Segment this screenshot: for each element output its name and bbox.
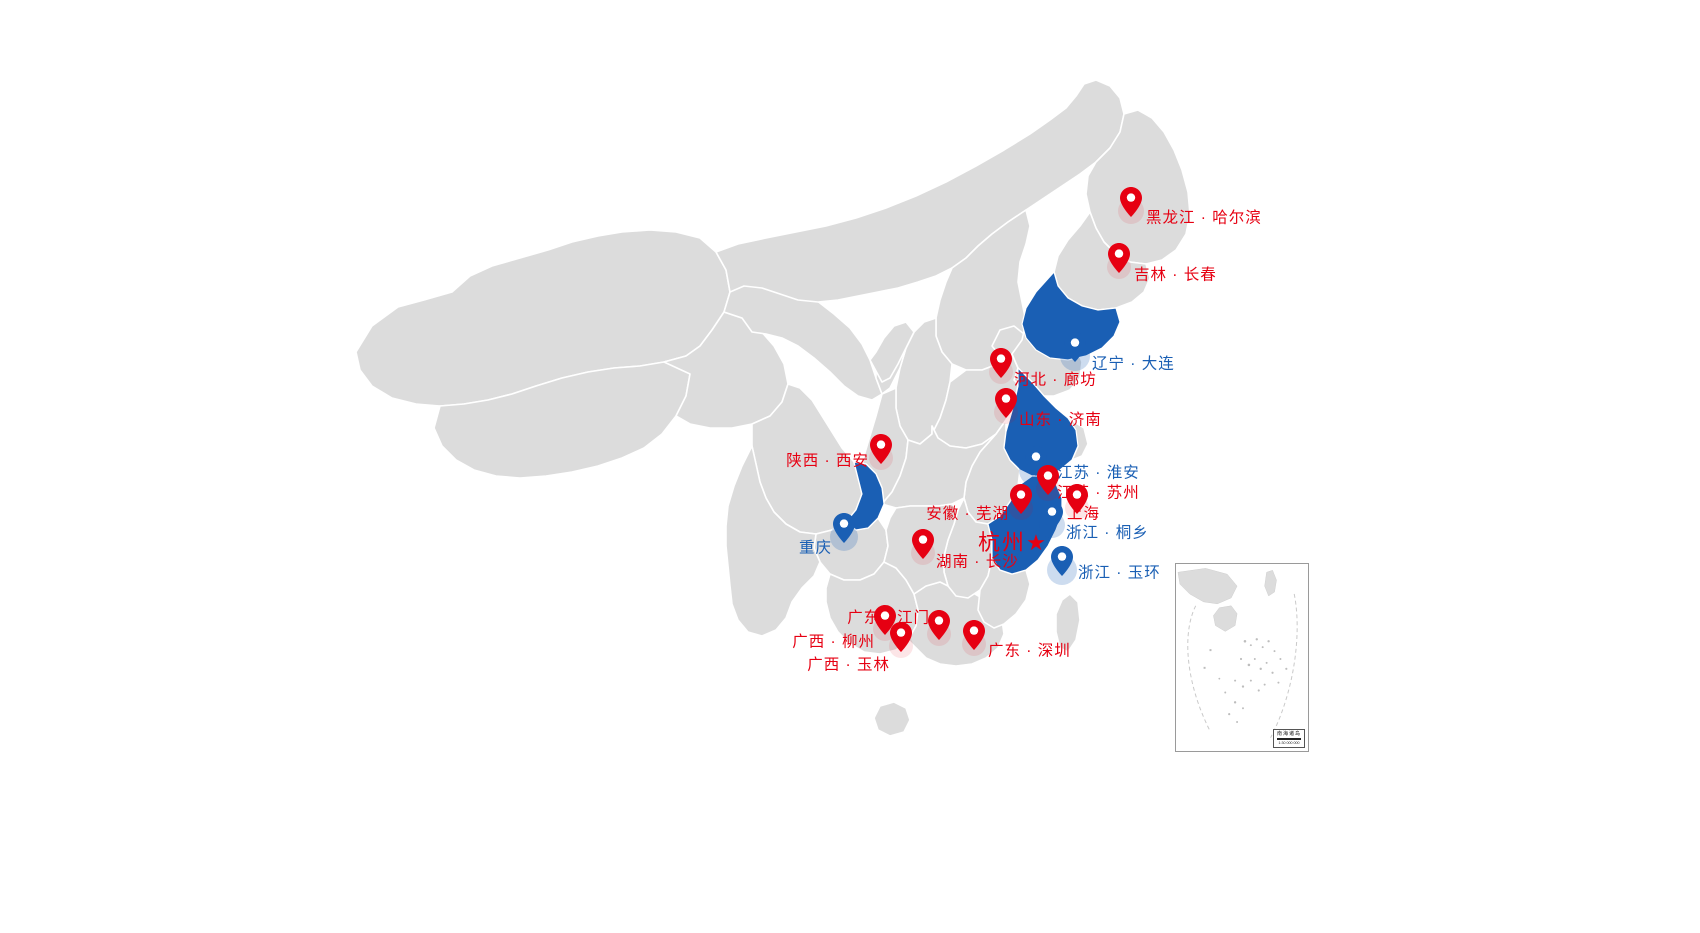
map-pin-dalian[interactable] xyxy=(1064,332,1086,362)
map-label-jinan[interactable]: 山东 · 济南 xyxy=(1019,411,1102,429)
map-pin-yuhuan[interactable] xyxy=(1051,546,1073,576)
inset-hainan xyxy=(1213,605,1238,632)
pin-icon xyxy=(1066,484,1088,514)
map-pin-harbin[interactable] xyxy=(1120,187,1142,217)
map-pin-tongxiang[interactable] xyxy=(1041,501,1063,531)
pin-icon xyxy=(1064,332,1086,362)
pin-icon xyxy=(912,529,934,559)
inset-scale-line xyxy=(1276,738,1301,740)
hangzhou-star-icon[interactable]: ★ xyxy=(1026,530,1046,555)
map-pin-jiangmen[interactable] xyxy=(928,610,950,640)
pin-icon xyxy=(890,622,912,652)
inset-islands xyxy=(1203,638,1288,724)
map-label-langfang[interactable]: 河北 · 廊坊 xyxy=(1014,371,1097,389)
pin-icon xyxy=(870,434,892,464)
map-label-dalian[interactable]: 辽宁 · 大连 xyxy=(1092,355,1175,373)
map-label-huaian[interactable]: 江苏 · 淮安 xyxy=(1057,464,1140,482)
map-label-tongxiang[interactable]: 浙江 · 桐乡 xyxy=(1066,524,1149,542)
map-pin-shenzhen[interactable] xyxy=(963,620,985,650)
map-label-yulin[interactable]: 广西 · 玉林 xyxy=(807,656,890,674)
map-pin-liuzhou[interactable] xyxy=(874,605,896,635)
chongqing-highlight xyxy=(845,461,885,531)
inset-scale-ratio: 1:30 000 000 xyxy=(1278,741,1300,745)
map-pin-changsha[interactable] xyxy=(912,529,934,559)
map-label-chongqing[interactable]: 重庆 xyxy=(798,539,832,557)
pin-icon xyxy=(1120,187,1142,217)
pin-icon xyxy=(833,513,855,543)
liaoning-highlight xyxy=(1021,270,1121,361)
jiangsu-highlight xyxy=(1003,366,1079,477)
map-label-changsha[interactable]: 湖南 · 长沙 xyxy=(936,553,1019,571)
map-label-shenzhen[interactable]: 广东 · 深圳 xyxy=(988,642,1071,660)
pin-icon xyxy=(1108,243,1130,273)
province-hainan xyxy=(873,701,911,737)
map-label-shanghai[interactable]: 上海 xyxy=(1067,505,1101,523)
map-pin-suzhou[interactable] xyxy=(1037,465,1059,495)
province-ningxia xyxy=(869,321,915,383)
map-pin-chongqing[interactable] xyxy=(833,513,855,543)
south-china-sea-inset: 南海诸岛 1:30 000 000 xyxy=(1175,563,1309,752)
pin-icon xyxy=(1051,546,1073,576)
pin-icon xyxy=(1041,501,1063,531)
inset-mainland xyxy=(1177,568,1238,605)
map-pin-jinan[interactable] xyxy=(995,388,1017,418)
map-label-changchun[interactable]: 吉林 · 长春 xyxy=(1134,266,1217,284)
pin-icon xyxy=(1037,465,1059,495)
hangzhou-label[interactable]: 杭州 xyxy=(977,530,1026,555)
pin-icon xyxy=(874,605,896,635)
inset-boundary-dash-2 xyxy=(1270,593,1298,739)
pin-icon xyxy=(928,610,950,640)
map-label-wuhu[interactable]: 安徽 · 芜湖 xyxy=(926,505,1009,523)
province-yunnan xyxy=(725,445,821,637)
inset-scale-title: 南海诸岛 xyxy=(1276,731,1301,737)
pin-icon xyxy=(1010,484,1032,514)
province-taiwan xyxy=(1055,593,1081,653)
inset-boundary-dash xyxy=(1187,605,1210,731)
map-pin-shanghai[interactable] xyxy=(1066,484,1088,514)
map-pin-xian[interactable] xyxy=(870,434,892,464)
pin-icon xyxy=(995,388,1017,418)
inset-scale-bar: 南海诸岛 1:30 000 000 xyxy=(1272,729,1305,748)
inset-taiwan xyxy=(1264,570,1277,597)
map-pin-yulin[interactable] xyxy=(890,622,912,652)
pin-icon xyxy=(990,348,1012,378)
map-label-xian[interactable]: 陕西 · 西安 xyxy=(786,452,869,470)
map-label-yuhuan[interactable]: 浙江 · 玉环 xyxy=(1078,564,1161,582)
map-label-liuzhou[interactable]: 广西 · 柳州 xyxy=(792,633,875,651)
inset-map xyxy=(1177,568,1298,739)
map-pin-changchun[interactable] xyxy=(1108,243,1130,273)
pin-icon xyxy=(963,620,985,650)
map-pin-wuhu[interactable] xyxy=(1010,484,1032,514)
map-label-harbin[interactable]: 黑龙江 · 哈尔滨 xyxy=(1146,209,1262,227)
map-pin-langfang[interactable] xyxy=(990,348,1012,378)
